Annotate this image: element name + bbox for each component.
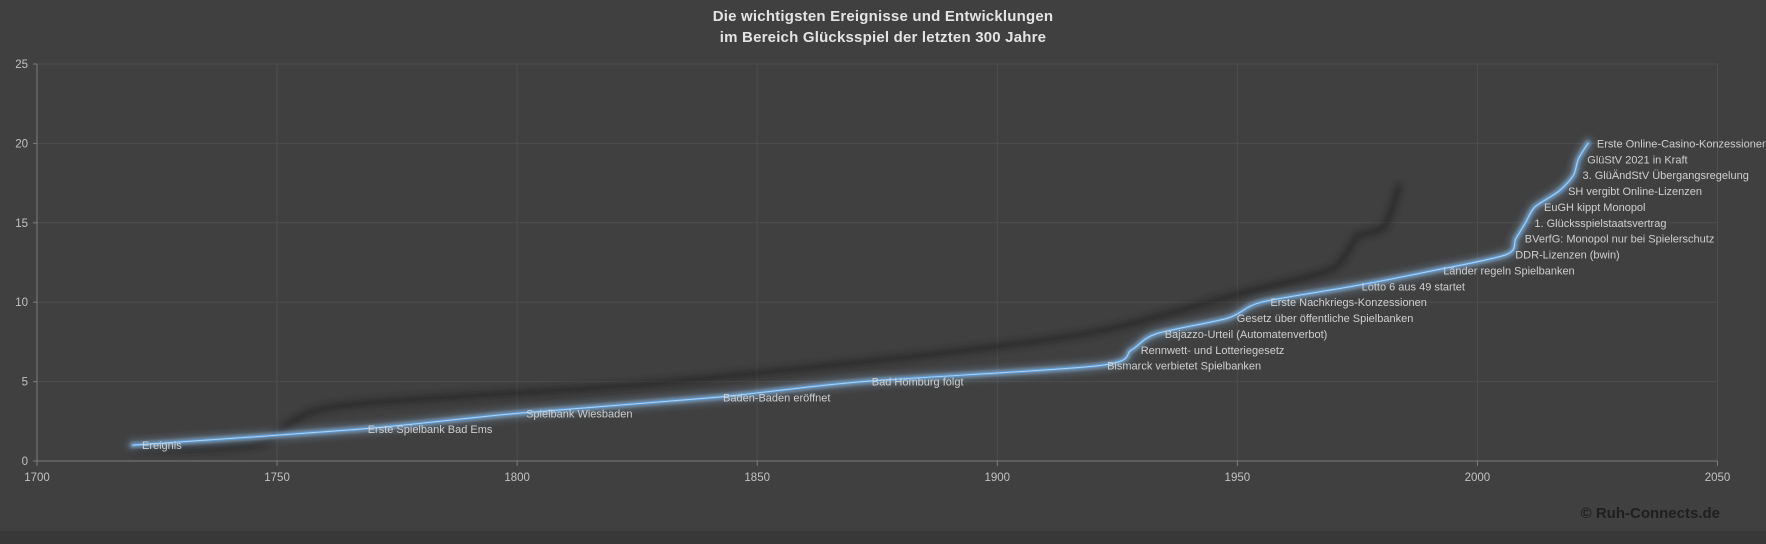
x-axis-tick-label: 2050: [1705, 472, 1731, 484]
event-label: Bajazzo-Urteil (Automatenverbot): [1165, 329, 1328, 341]
x-axis-tick-label: 2000: [1465, 472, 1491, 484]
event-label: Erste Nachkriegs-Konzessionen: [1270, 297, 1427, 309]
series-line: [131, 142, 1590, 447]
chart-title: Die wichtigsten Ereignisse und Entwicklu…: [0, 6, 1766, 48]
event-label: BVerfG: Monopol nur bei Spielerschutz: [1525, 234, 1715, 246]
event-label: Spielbank Wiesbaden: [526, 408, 632, 420]
x-axis-tick-label: 1750: [264, 472, 290, 484]
x-axis-tick-label: 1950: [1225, 472, 1251, 484]
series-line-highlight: [132, 142, 1589, 446]
event-label: Lotto 6 aus 49 startet: [1362, 281, 1465, 293]
x-axis-tick-label: 1800: [504, 472, 530, 484]
y-axis-tick-label: 20: [15, 138, 28, 150]
event-label: GlüStV 2021 in Kraft: [1587, 154, 1687, 166]
copyright-text: © Ruh-Connects.de: [1580, 505, 1720, 522]
y-axis-tick-label: 0: [22, 456, 28, 468]
event-label-layer: Ereignis Erste Spielbank Bad Ems Spielbank…: [142, 138, 1766, 452]
event-label: Bismarck verbietet Spielbanken: [1107, 361, 1261, 373]
x-axis-tick-label: 1850: [744, 472, 770, 484]
series-layer: [126, 136, 1595, 454]
y-axis-tick-label: 5: [22, 377, 28, 389]
event-label: Erste Online-Casino-Konzessionen: [1597, 138, 1766, 150]
bottom-strip: [0, 531, 1766, 544]
event-label: 3. GlüÄndStV Übergangsregelung: [1583, 170, 1749, 182]
y-axis-tick-label: 10: [15, 297, 28, 309]
y-axis-tick-label: 15: [15, 218, 28, 230]
event-label: DDR-Lizenzen (bwin): [1515, 250, 1620, 262]
event-label: EuGH kippt Monopol: [1544, 202, 1646, 214]
series-line-glow-outer: [126, 136, 1595, 453]
axis-layer: 1700 1750 1800 1850 1900 1950 2000 2050 0 5 10 15 20…: [15, 59, 1730, 484]
chart-title-line1: Die wichtigsten Ereignisse und Entwicklu…: [712, 8, 1054, 25]
event-label: Rennwett- und Lotteriegesetz: [1141, 345, 1285, 357]
event-label: Gesetz über öffentliche Spielbanken: [1237, 313, 1414, 325]
event-label: Bad Homburg folgt: [872, 377, 964, 389]
x-axis-tick-label: 1700: [24, 472, 50, 484]
event-label: 1. Glücksspielstaatsvertrag: [1534, 218, 1666, 230]
series-shadow: [131, 183, 1403, 454]
event-label: Ereignis: [142, 440, 182, 452]
event-label: Erste Spielbank Bad Ems: [368, 424, 493, 436]
series-line-glow-inner: [129, 139, 1592, 449]
event-label: Länder regeln Spielbanken: [1443, 265, 1575, 277]
event-label: Baden-Baden eröffnet: [723, 393, 830, 405]
x-axis-tick-label: 1900: [984, 472, 1010, 484]
chart-title-line2: im Bereich Glücksspiel der letzten 300 J…: [719, 29, 1047, 46]
y-axis-tick-label: 25: [15, 59, 28, 71]
event-label: SH vergibt Online-Lizenzen: [1568, 186, 1702, 198]
